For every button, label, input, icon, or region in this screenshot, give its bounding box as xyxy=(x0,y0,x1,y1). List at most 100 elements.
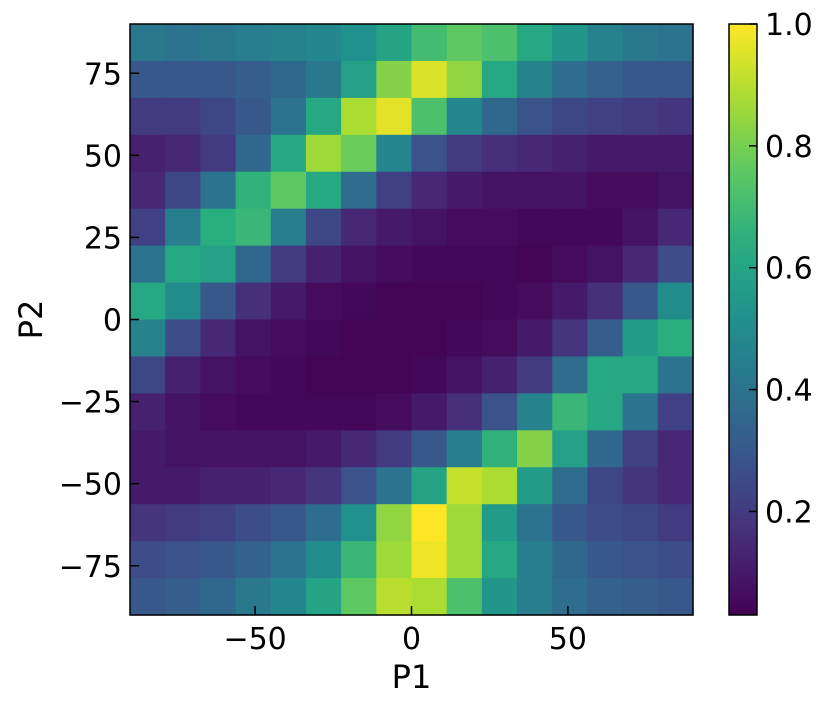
heatmap-cell xyxy=(587,319,624,358)
heatmap-cell xyxy=(376,208,413,247)
heatmap-cell xyxy=(270,24,307,62)
heatmap-cell xyxy=(411,24,448,62)
heatmap-cell xyxy=(481,24,518,62)
heatmap-cell xyxy=(411,134,448,173)
heatmap-cell xyxy=(587,393,624,431)
heatmap-cell xyxy=(446,245,483,284)
heatmap-cell xyxy=(587,467,624,505)
heatmap-cell xyxy=(446,578,483,616)
heatmap-cell xyxy=(552,578,589,616)
heatmap-cell xyxy=(270,60,307,99)
heatmap-cell xyxy=(446,60,483,99)
heatmap-cell xyxy=(552,208,589,247)
heatmap-cell xyxy=(376,541,413,579)
heatmap-cell xyxy=(376,245,413,284)
heatmap-cell xyxy=(446,97,483,136)
colorbar-tick-label: 0.2 xyxy=(765,495,813,530)
heatmap-cell xyxy=(622,245,659,284)
heatmap-cell xyxy=(341,171,377,210)
heatmap-cell xyxy=(622,134,659,173)
heatmap-cell xyxy=(622,282,659,321)
heatmap-cell xyxy=(622,97,659,136)
heatmap-cell xyxy=(481,393,518,431)
heatmap-cell xyxy=(376,60,413,99)
heatmap-cell xyxy=(200,97,237,136)
heatmap-cell xyxy=(622,393,659,431)
heatmap-cell xyxy=(200,319,237,358)
heatmap-cell xyxy=(200,541,237,579)
heatmap-cell xyxy=(481,430,518,468)
heatmap-cell xyxy=(552,282,589,321)
heatmap-cell xyxy=(130,208,166,247)
heatmap-cell xyxy=(376,504,413,542)
heatmap-cell xyxy=(341,541,377,579)
heatmap-cell xyxy=(305,319,342,358)
heatmap-cell xyxy=(376,282,413,321)
heatmap-cell xyxy=(235,319,272,358)
heatmap-cell xyxy=(270,393,307,431)
heatmap-cell xyxy=(235,393,272,431)
heatmap-cell xyxy=(622,24,659,62)
heatmap-cell xyxy=(270,430,307,468)
x-axis-ticks: −50 0 50 xyxy=(223,606,587,657)
heatmap-cell xyxy=(130,171,166,210)
heatmap-cell xyxy=(657,504,694,542)
heatmap-cell xyxy=(411,208,448,247)
heatmap-cell xyxy=(517,60,553,99)
heatmap-cell xyxy=(411,97,448,136)
heatmap-cell xyxy=(622,578,659,616)
heatmap-cell xyxy=(411,541,448,579)
heatmap-cell xyxy=(165,430,201,468)
y-tick-label: 50 xyxy=(84,139,122,174)
heatmap-cell xyxy=(165,467,201,505)
heatmap-cell xyxy=(481,171,518,210)
heatmap-cell xyxy=(517,578,553,616)
heatmap-cell xyxy=(622,319,659,358)
colorbar-tick-label: 0.8 xyxy=(765,130,813,165)
heatmap-cell xyxy=(622,171,659,210)
heatmap-cell xyxy=(446,208,483,247)
x-tick-label: 0 xyxy=(402,622,421,657)
heatmap-cell xyxy=(446,393,483,431)
heatmap-cell xyxy=(200,171,237,210)
heatmap-cell xyxy=(622,60,659,99)
heatmap-cell xyxy=(376,467,413,505)
heatmap-cell xyxy=(657,393,694,431)
x-axis-label: P1 xyxy=(392,658,432,696)
heatmap-cell xyxy=(305,467,342,505)
colorbar-ticks: 0.2 0.4 0.6 0.8 1.0 xyxy=(749,8,813,530)
heatmap-cell xyxy=(517,171,553,210)
heatmap-cell xyxy=(165,97,201,136)
heatmap-cell xyxy=(270,171,307,210)
heatmap-cell xyxy=(130,24,166,62)
heatmap-cell xyxy=(481,208,518,247)
heatmap-cell xyxy=(587,208,624,247)
heatmap-cell xyxy=(376,319,413,358)
heatmap-cell xyxy=(446,467,483,505)
heatmap-cell xyxy=(411,356,448,394)
heatmap-cell xyxy=(270,541,307,579)
heatmap-cell xyxy=(305,430,342,468)
heatmap-cell xyxy=(411,60,448,99)
heatmap-cell xyxy=(130,134,166,173)
heatmap-cell xyxy=(552,134,589,173)
heatmap-cell xyxy=(622,504,659,542)
heatmap-cell xyxy=(165,578,201,616)
heatmap-cell xyxy=(341,97,377,136)
heatmap-cell xyxy=(657,134,694,173)
heatmap-cell xyxy=(235,134,272,173)
heatmap-cell xyxy=(587,541,624,579)
heatmap-cell xyxy=(587,24,624,62)
heatmap-cell xyxy=(130,245,166,284)
heatmap-cell xyxy=(376,356,413,394)
heatmap-cell xyxy=(305,60,342,99)
heatmap-cell xyxy=(305,356,342,394)
heatmap-cell xyxy=(200,208,237,247)
y-tick-label: 75 xyxy=(84,57,122,92)
heatmap-cell xyxy=(200,24,237,62)
y-tick-label: 0 xyxy=(103,304,122,339)
heatmap-cell xyxy=(657,282,694,321)
heatmap-cell xyxy=(552,504,589,542)
heatmap-cell xyxy=(305,24,342,62)
